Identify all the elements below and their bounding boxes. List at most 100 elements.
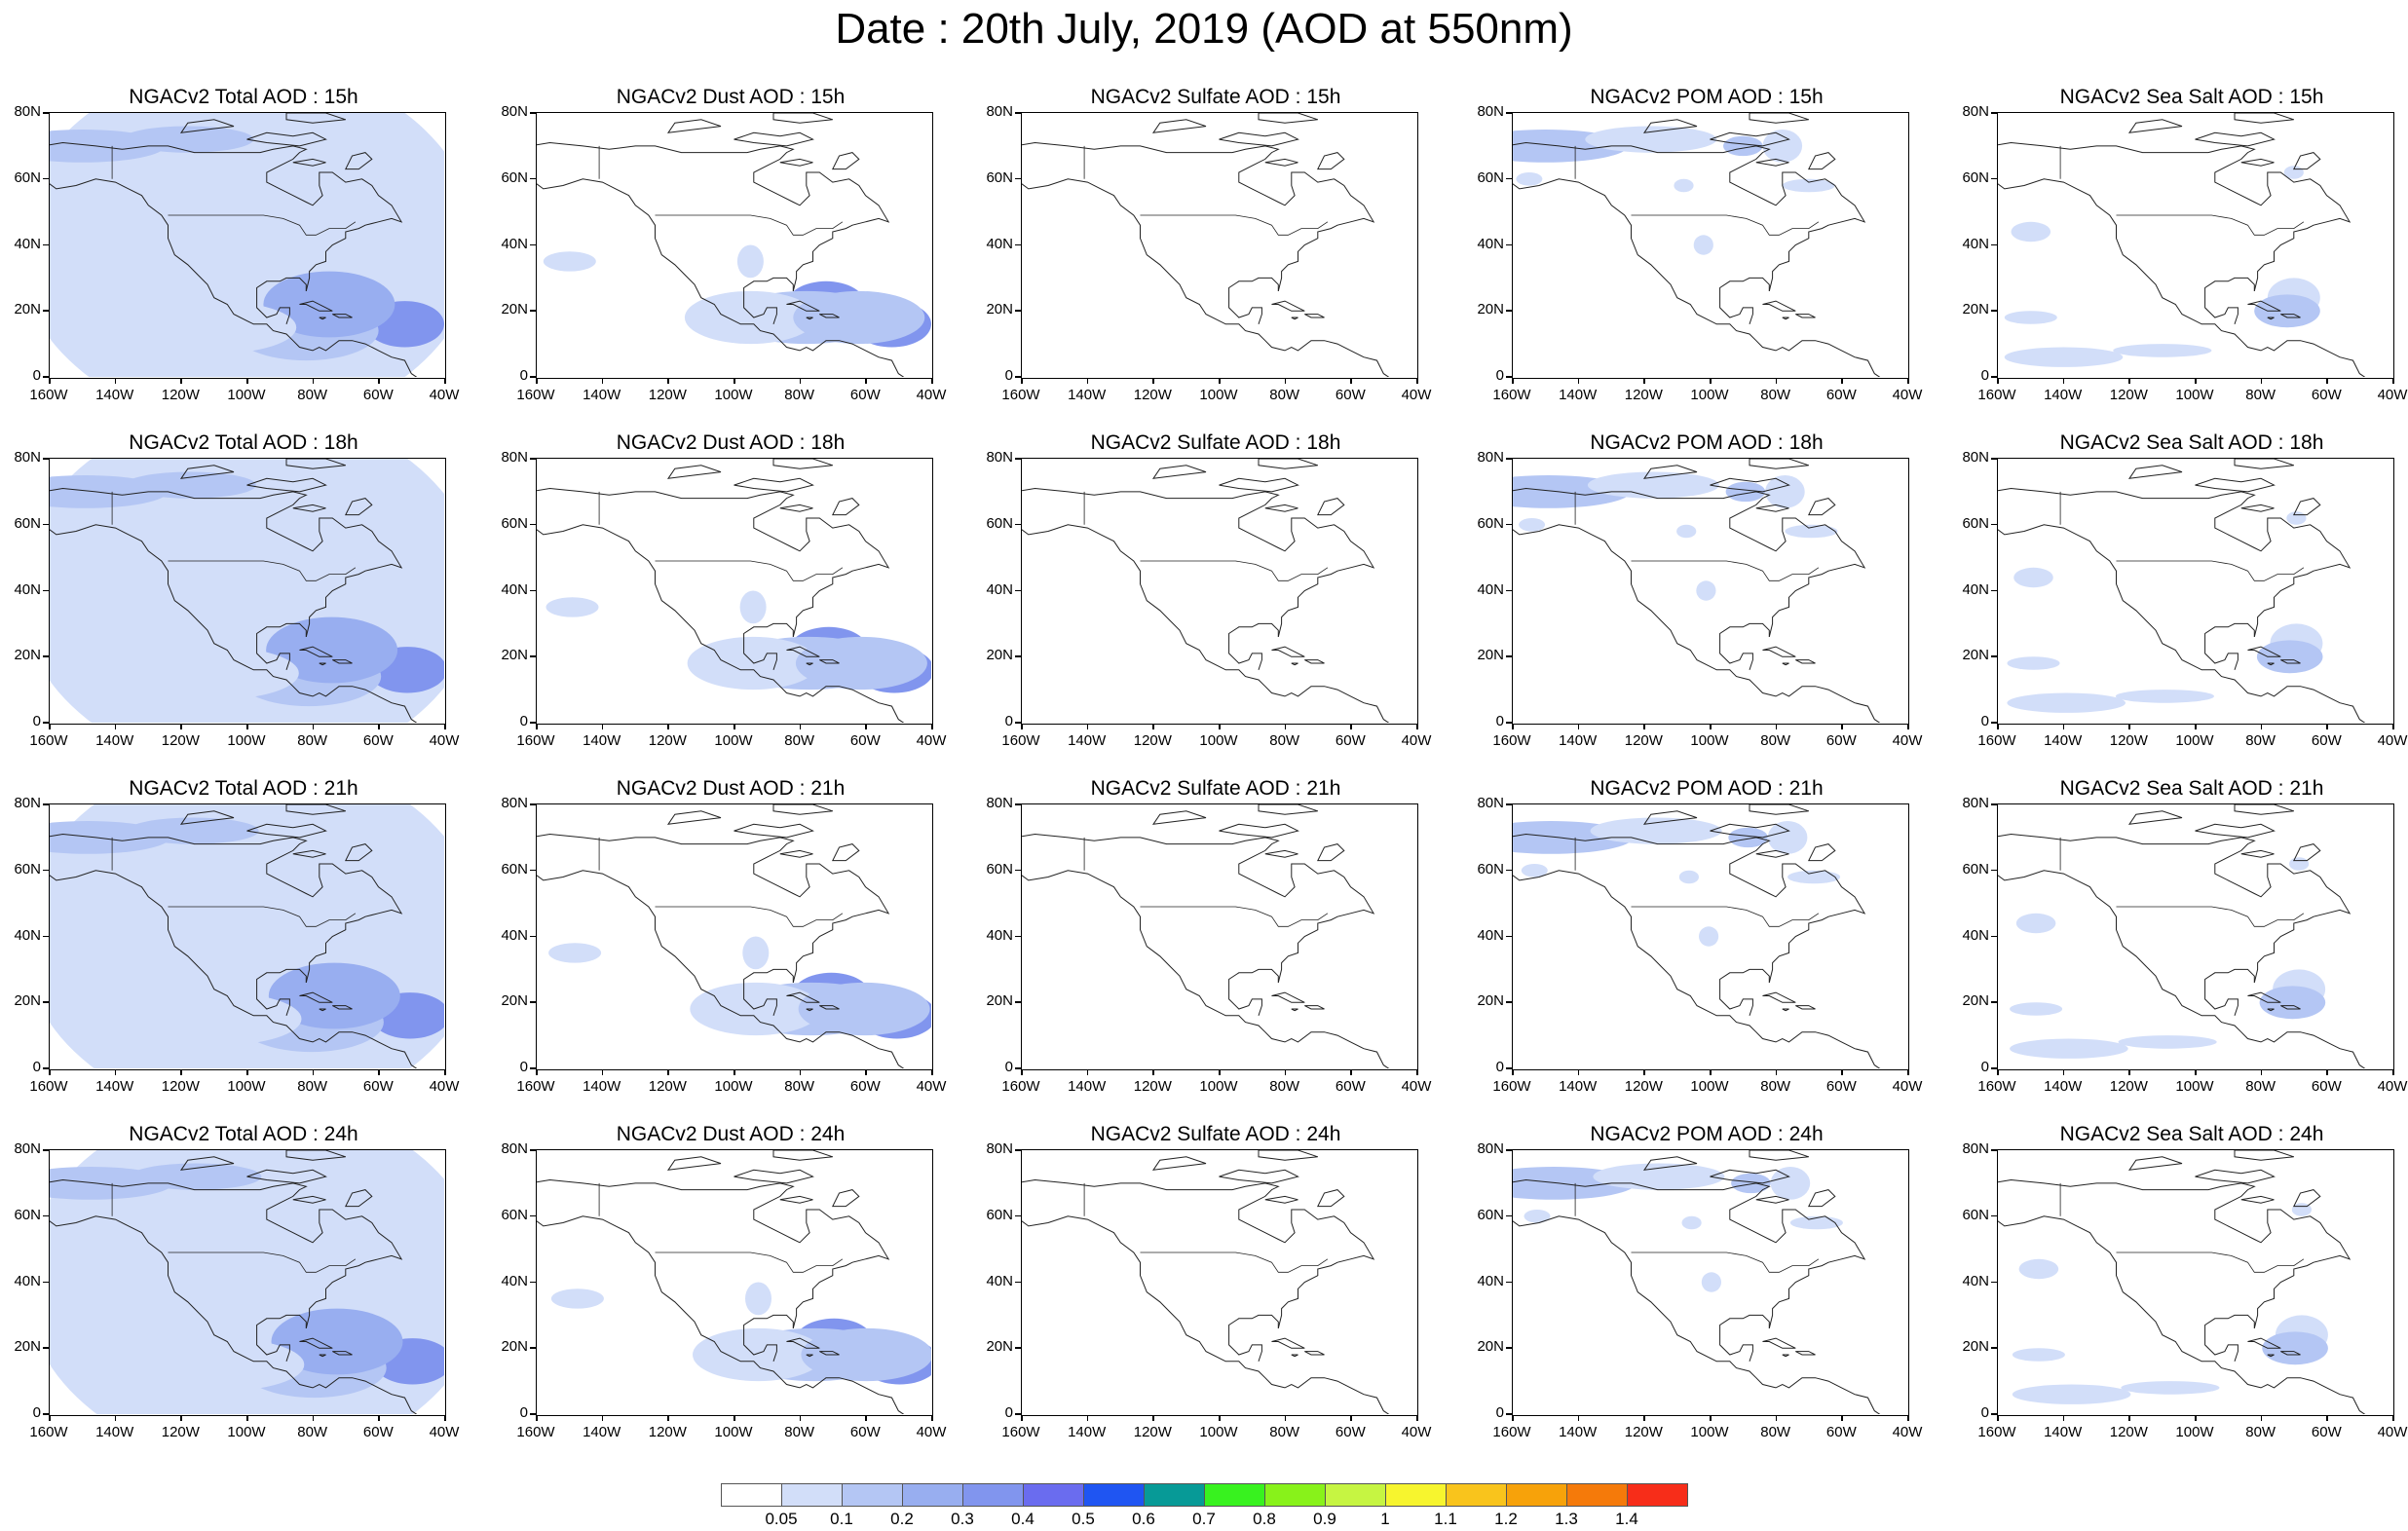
island-outline [1749,459,1809,469]
lon-tick [312,724,315,729]
lat-tick-label: 0 [519,367,528,384]
lat-tick [1991,243,1997,245]
colorbar-box [1566,1483,1628,1507]
lon-tick-label: 80W [784,387,815,403]
lon-tick-label: 60W [2311,1078,2342,1095]
political-border [168,1251,357,1273]
island-outline [1304,1351,1325,1356]
island-outline [332,1351,353,1356]
lon-tick [1841,724,1843,729]
lon-tick [667,1415,669,1421]
island-outline [2240,849,2275,858]
colorbar-box [1204,1483,1265,1507]
aod-region [550,1288,604,1309]
coastline [1719,277,1770,324]
lat-tick-label: 40N [501,580,528,598]
panel-title: NGACv2 POM AOD : 21h [1590,777,1824,800]
coastline [1228,277,1279,324]
lon-tick [2392,378,2394,384]
lon-tick [1577,724,1580,729]
political-border [655,1251,844,1273]
island-outline [1316,1189,1345,1208]
island-outline [806,1354,813,1358]
coastline [1022,487,1375,638]
map-frame [49,112,446,379]
island-outline [1151,465,1207,479]
lat-tick [530,1347,536,1349]
lon-tick-label: 80W [2245,1078,2276,1095]
coastline [537,833,890,984]
lon-tick-label: 40W [916,1424,947,1440]
lon-tick-label: 160W [1977,1424,2016,1440]
lon-tick [1577,378,1580,384]
lat-tick [1015,1214,1021,1217]
coastline [256,277,307,324]
lon-tick-label: 40W [1892,1424,1923,1440]
lon-tick [1416,1069,1418,1075]
lat-tick-label: 40N [1477,580,1504,598]
lon-tick [1021,378,1023,384]
island-outline [1755,504,1789,512]
lat-tick [43,177,49,180]
map-panel: NGACv2 POM AOD : 15h 80N 60N 40N 20N 0 160W 140… [1463,83,1922,414]
island-outline [1710,477,1790,493]
colorbar-label: 0.3 [951,1510,974,1528]
lon-tick-label: 40W [1892,732,1923,749]
lon-tick [114,1069,117,1075]
lon-tick [378,1069,380,1075]
panel-grid: NGACv2 Total AOD : 15h 80N 60N 40N 20N 0 160W 1… [0,83,2408,1440]
aod-region [1693,235,1713,255]
lon-tick-label: 60W [1335,387,1366,403]
coastline [50,833,403,984]
lon-tick [2392,1415,2394,1421]
lon-tick-label: 40W [429,732,460,749]
coastline [1513,487,1866,638]
map-plot [537,113,931,377]
lon-tick-label: 100W [714,1424,753,1440]
lat-tick-label: 40N [986,926,1013,944]
lat-tick [530,589,536,591]
coastline [50,870,418,1068]
map-frame [536,458,933,725]
lat-tick [530,1413,536,1415]
island-outline [1264,849,1298,858]
lat-tick [43,1149,49,1151]
lat-tick-label: 0 [1004,713,1013,729]
island-outline [1258,804,1318,815]
lon-tick-label: 60W [2311,387,2342,403]
aod-region [2004,311,2057,324]
lon-tick-label: 80W [784,1424,815,1440]
aod-region [1696,580,1716,601]
lat-tick-label: 0 [1004,1404,1013,1421]
island-outline [299,991,333,1003]
lon-tick [180,1069,182,1075]
coastline [1022,1215,1390,1414]
aod-region [1723,135,1763,157]
island-outline [2234,113,2294,124]
lon-tick [2062,1415,2065,1421]
island-outline [2292,843,2321,862]
coastline [50,141,403,292]
aod-region [2007,692,2126,713]
lon-tick [601,378,604,384]
aod-region [136,992,302,1046]
colorbar-box [1385,1483,1447,1507]
panel-title: NGACv2 Sea Salt AOD : 21h [2059,777,2324,800]
aod-region [1593,1163,1725,1190]
island-outline [831,843,860,862]
island-outline [779,504,813,512]
aod-region [1590,817,1722,844]
coastline [1513,141,1866,292]
island-outline [179,810,235,825]
lat-tick [43,310,49,312]
lon-tick-label: 120W [648,732,687,749]
lat-tick [1991,1001,1997,1003]
coastline [1513,524,1881,723]
map-panel: NGACv2 Total AOD : 21h 80N 60N 40N 20N 0 160W 1… [0,774,459,1105]
coastline [1228,968,1279,1016]
map-plot [1998,1150,2366,1414]
colorbar-label: 0.6 [1132,1510,1155,1528]
lon-tick-label: 40W [2377,1424,2408,1440]
island-outline [292,849,326,858]
lon-tick-label: 40W [2377,732,2408,749]
